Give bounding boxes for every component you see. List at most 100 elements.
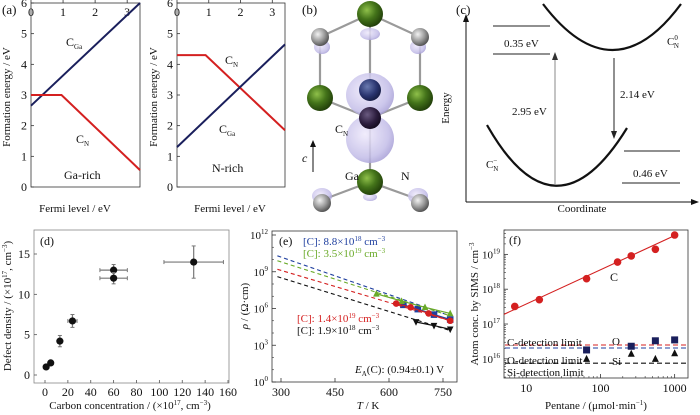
data-point xyxy=(412,319,420,326)
panel-d-xlabel: Carbon concentration / (×1017, cm−3) xyxy=(49,399,211,412)
y-tick-label: 106 xyxy=(254,302,269,316)
emission-arrowhead xyxy=(611,131,617,139)
data-point xyxy=(651,354,659,362)
panel-a2-cn-label: CN xyxy=(225,53,238,69)
c-axis-label: c xyxy=(302,151,308,165)
data-point xyxy=(392,300,400,307)
panel-b-label: (b) xyxy=(302,2,317,17)
y-tick-label: 1018 xyxy=(482,282,501,296)
panel-a-y-ticks: 0 1 2 3 4 5 6 xyxy=(21,0,34,194)
fit-line xyxy=(277,260,451,317)
data-point xyxy=(407,303,414,311)
panel-e-frame xyxy=(271,230,458,383)
panel-f-series xyxy=(503,231,687,364)
data-point xyxy=(613,258,622,266)
panel-e-ylabel: ρ / (Ω·cm) xyxy=(239,282,251,330)
energy-2-95: 2.95 eV xyxy=(512,106,547,118)
panel-a-series xyxy=(30,2,141,171)
neighbor-atom xyxy=(359,79,381,101)
legend-e-green: [C]: 3.5×1019 cm−3 xyxy=(303,247,386,260)
panel-f: (f) 1016 1017 1018 1019 10 100 1000 C-detecti… xyxy=(468,229,689,412)
n-label: N xyxy=(401,169,410,183)
y-tick-label: 100 xyxy=(254,375,269,389)
orbital-lobe-lower xyxy=(346,115,394,163)
legend-e-black: [C]: 1.9×1018 cm−3 xyxy=(297,324,380,337)
panel-d-frame xyxy=(33,229,230,384)
series-o-label: O xyxy=(612,336,620,348)
data-point xyxy=(627,342,635,350)
x-tick-label: 0 xyxy=(174,5,180,19)
panel-d-label: (d) xyxy=(40,234,54,248)
y-tick-label: 1 xyxy=(21,149,27,163)
data-line xyxy=(396,303,451,322)
panel-c-label: (c) xyxy=(456,2,470,17)
panel-a2-annotation: N-rich xyxy=(212,161,243,175)
panel-a-cga-label: CGa xyxy=(66,35,83,51)
y-tick-label: 0 xyxy=(21,180,27,194)
o-limit-label: O-detection limit xyxy=(507,355,582,367)
y-tick-label: 103 xyxy=(254,338,269,352)
x-tick-label: 3 xyxy=(124,5,130,19)
panel-a2-ylabel: Formation energy / eV xyxy=(148,47,160,147)
n-atom xyxy=(411,28,429,46)
panel-d: (d) 0 5 10 15 0 20 40 60 80 100 120 140 160 Carbon … xyxy=(1,229,237,412)
panel-a-x-ticks: 0 1 2 3 xyxy=(28,0,130,19)
n-atom xyxy=(411,194,429,212)
n-atom xyxy=(311,28,329,46)
panel-f-frame xyxy=(503,229,689,379)
panel-a: (a) 0 1 2 3 4 5 6 0 1 2 3 CGa CN Ga-rich Fermi le… xyxy=(1,0,141,215)
upper-state-label: C0 N xyxy=(667,34,679,50)
data-point xyxy=(430,322,438,330)
y-tick-label: 1019 xyxy=(482,247,501,261)
data-point xyxy=(398,297,405,304)
y-tick-label: 1 xyxy=(167,149,173,163)
panel-e-series xyxy=(277,255,454,334)
x-tick-label: 60 xyxy=(108,385,120,399)
data-point xyxy=(110,274,118,282)
data-point xyxy=(446,326,454,334)
y-tick-label: 3 xyxy=(21,88,27,102)
y-tick-label: 0 xyxy=(24,368,30,382)
panel-f-label: (f) xyxy=(509,233,521,247)
panel-f-y-ticks: 1016 1017 1018 1019 xyxy=(482,229,508,378)
data-point xyxy=(400,301,407,309)
x-tick-label: 10 xyxy=(520,381,532,395)
ga-atom xyxy=(407,85,433,111)
panel-e-y-ticks: 100 103 106 109 1012 xyxy=(250,228,276,389)
panel-e-label: (e) xyxy=(279,234,292,248)
panel-c: (c) Coordinate Energy 0.35 eV 2.95 eV 2.… xyxy=(440,2,699,215)
n-atom xyxy=(313,194,331,212)
ga-label: Ga xyxy=(345,169,360,183)
data-point xyxy=(671,336,679,344)
panel-a2: 0 1 2 3 4 5 6 0 1 2 3 CN CGa N-rich Fermi level /… xyxy=(148,0,286,215)
x-tick-label: 100 xyxy=(591,381,609,395)
panel-f-ylabel: Atom conc. by SIMS / cm−3 xyxy=(468,242,481,365)
y-tick-label: 109 xyxy=(254,265,269,279)
fit-line xyxy=(277,276,451,332)
y-tick-label: 2 xyxy=(167,119,173,133)
data-point xyxy=(627,349,635,357)
x-tick-label: 0 xyxy=(42,385,48,399)
data-point xyxy=(56,337,64,345)
y-tick-label: 6 xyxy=(21,0,27,10)
x-tick-label: 40 xyxy=(85,385,97,399)
energy-0-46: 0.46 eV xyxy=(633,168,668,180)
panel-a2-series xyxy=(176,43,286,148)
x-tick-label: 100 xyxy=(150,385,168,399)
series-line-c-n xyxy=(177,54,286,132)
fit-line xyxy=(277,255,451,317)
y-tick-label: 4 xyxy=(21,57,27,71)
data-point xyxy=(510,302,519,311)
panel-f-x-ticks: 10 100 1000 xyxy=(509,374,687,395)
series-c-label: C xyxy=(610,270,618,284)
data-point xyxy=(425,310,432,317)
panel-a-label: (a) xyxy=(2,2,16,17)
panel-e-xlabel: T / K xyxy=(357,400,380,412)
panel-c-xlabel: Coordinate xyxy=(558,203,607,215)
x-tick-label: 120 xyxy=(173,385,191,399)
y-tick-label: 5 xyxy=(24,328,30,342)
panel-a-cn-label: CN xyxy=(76,132,89,148)
panel-d-x-ticks: 0 20 40 60 80 100 120 140 160 xyxy=(42,380,237,399)
panel-b: (b) CN xyxy=(302,1,433,212)
